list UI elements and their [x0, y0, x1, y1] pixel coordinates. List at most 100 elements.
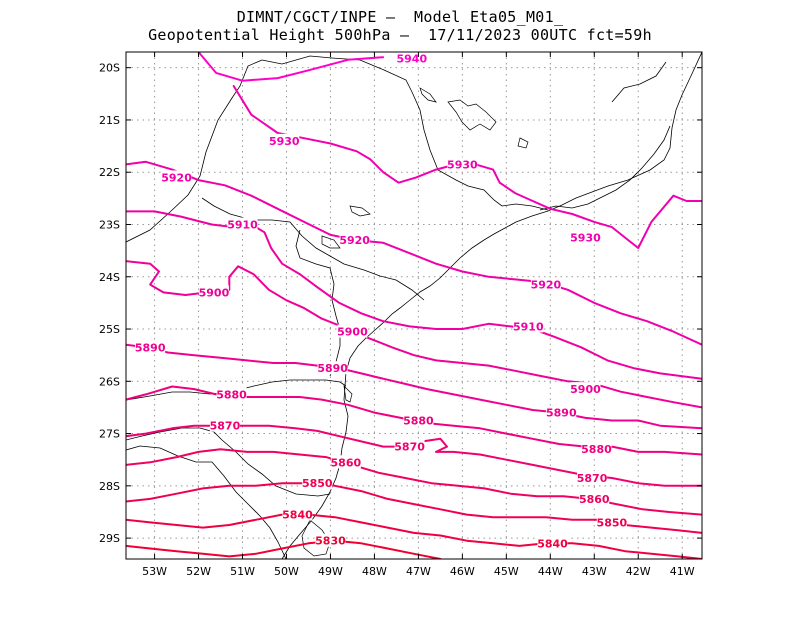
contour-label-5910: 5910 [513, 320, 544, 333]
contour-label-bg [537, 536, 568, 550]
contour-label-bg [269, 133, 300, 147]
lake-shape-1 [447, 99, 497, 131]
lat-tick-label: 23S [99, 218, 120, 231]
contour-label-bg [447, 157, 478, 171]
contour-line-5890 [126, 343, 702, 430]
lon-tick-label: 42W [626, 565, 651, 578]
contour-label-bg [396, 52, 427, 65]
lat-tick-label: 24S [99, 271, 120, 284]
contour-label-5840: 5840 [282, 509, 313, 522]
contour-label-5940: 5940 [396, 52, 427, 65]
lat-tick-label: 20S [99, 62, 120, 75]
lon-tick-label: 43W [582, 565, 607, 578]
border-sp-mg [261, 55, 549, 211]
contour-label-5890: 5890 [317, 362, 348, 375]
contour-label-5900: 5900 [199, 286, 230, 299]
lon-tick-label: 47W [406, 565, 431, 578]
contour-label-bg [596, 515, 627, 529]
lon-tick-label: 53W [142, 565, 167, 578]
border-mg-es [611, 61, 667, 103]
contour-label-5930: 5930 [570, 232, 601, 245]
contour-label-5880: 5880 [581, 443, 612, 456]
contour-label-5870: 5870 [577, 472, 608, 485]
border-sc-rs [126, 427, 331, 497]
contour-label-5860: 5860 [331, 456, 362, 469]
lake-shape-4 [321, 235, 341, 249]
map-title-line1: DIMNT/CGCT/INPE – Model Eta05_M01_ [236, 8, 564, 26]
contour-label-5850: 5850 [302, 477, 333, 490]
contour-label-bg [209, 418, 240, 432]
contour-line-5900 [126, 260, 702, 409]
contour-label-bg [330, 455, 361, 469]
border-pr-sc [126, 379, 347, 401]
contour-label-5830: 5830 [315, 535, 346, 548]
contour-label-bg [282, 507, 313, 521]
lat-tick-label: 29S [99, 532, 120, 545]
lat-tick-label: 28S [99, 480, 120, 493]
lat-tick-label: 27S [99, 428, 120, 441]
lat-tick-label: 22S [99, 166, 120, 179]
contour-label-bg [315, 533, 346, 547]
contour-label-5920: 5920 [161, 171, 192, 184]
contour-label-bg [337, 324, 368, 338]
lon-tick-label: 49W [318, 565, 343, 578]
contour-label-5860: 5860 [579, 493, 610, 506]
contour-label-bg [530, 277, 561, 291]
lon-tick-label: 51W [230, 565, 255, 578]
contour-line-5930 [232, 85, 702, 249]
border-mg-rj [539, 125, 671, 211]
contour-label-bg [581, 442, 612, 456]
contour-label-bg [302, 476, 333, 490]
coast-detail-sc [343, 385, 353, 403]
coastline [281, 52, 702, 559]
contour-label-bg [394, 439, 425, 453]
latitude-axis-labels: 20S 21S 22S 23S 24S 25S 26S 27S 28S 29S [99, 62, 120, 545]
contour-label-5870: 5870 [210, 420, 241, 433]
contour-label-bg [570, 230, 601, 244]
contour-label-bg [161, 170, 192, 184]
contour-label-5850: 5850 [597, 516, 628, 529]
contour-labels: 5940 5930 5930 5930 5920 5920 5920 5910 5910 5900… [135, 52, 628, 550]
contour-label-5900: 5900 [337, 326, 368, 339]
lat-tick-label: 25S [99, 323, 120, 336]
lon-tick-label: 45W [494, 565, 519, 578]
lagoon-patos [301, 519, 331, 557]
contour-label-bg [577, 470, 608, 484]
lake-shape-3 [349, 205, 371, 217]
lon-tick-label: 48W [362, 565, 387, 578]
map-background [126, 52, 702, 559]
contour-label-5900: 5900 [570, 383, 601, 396]
lon-tick-label: 41W [670, 565, 695, 578]
contour-label-bg [227, 217, 258, 231]
contour-line-5940 [197, 52, 385, 82]
lon-tick-label: 46W [450, 565, 475, 578]
contour-label-5890: 5890 [135, 341, 166, 354]
coastline-and-borders [126, 52, 702, 559]
map-title-line2: Geopotential Height 500hPa – 17/11/2023 … [148, 26, 652, 44]
border-rs-arg [126, 445, 287, 559]
contour-label-bg [135, 340, 166, 354]
longitude-axis-labels: 53W 52W 51W 50W 49W 48W 47W 46W 45W 44W 43W 42W 41W [142, 565, 695, 578]
contour-label-bg [216, 387, 247, 401]
contour-line-5920 [126, 160, 702, 346]
contour-label-5930: 5930 [447, 158, 478, 171]
lon-tick-label: 44W [538, 565, 563, 578]
contour-label-5920: 5920 [339, 234, 370, 247]
contour-label-bg [546, 405, 577, 419]
contour-label-5920: 5920 [531, 279, 562, 292]
lat-tick-label: 21S [99, 114, 120, 127]
lon-tick-label: 50W [274, 565, 299, 578]
lake-shape-5 [517, 137, 529, 149]
axis-ticks [126, 52, 702, 559]
river-paranapanema [295, 229, 341, 377]
contour-label-5910: 5910 [227, 218, 258, 231]
contour-label-5880: 5880 [403, 414, 434, 427]
contour-label-bg [403, 413, 434, 427]
contour-label-5840: 5840 [537, 537, 568, 550]
lon-tick-label: 52W [186, 565, 211, 578]
contour-label-bg [317, 361, 348, 375]
contour-label-bg [570, 382, 601, 396]
lake-shape-2 [419, 87, 437, 103]
contour-label-bg [579, 491, 610, 505]
